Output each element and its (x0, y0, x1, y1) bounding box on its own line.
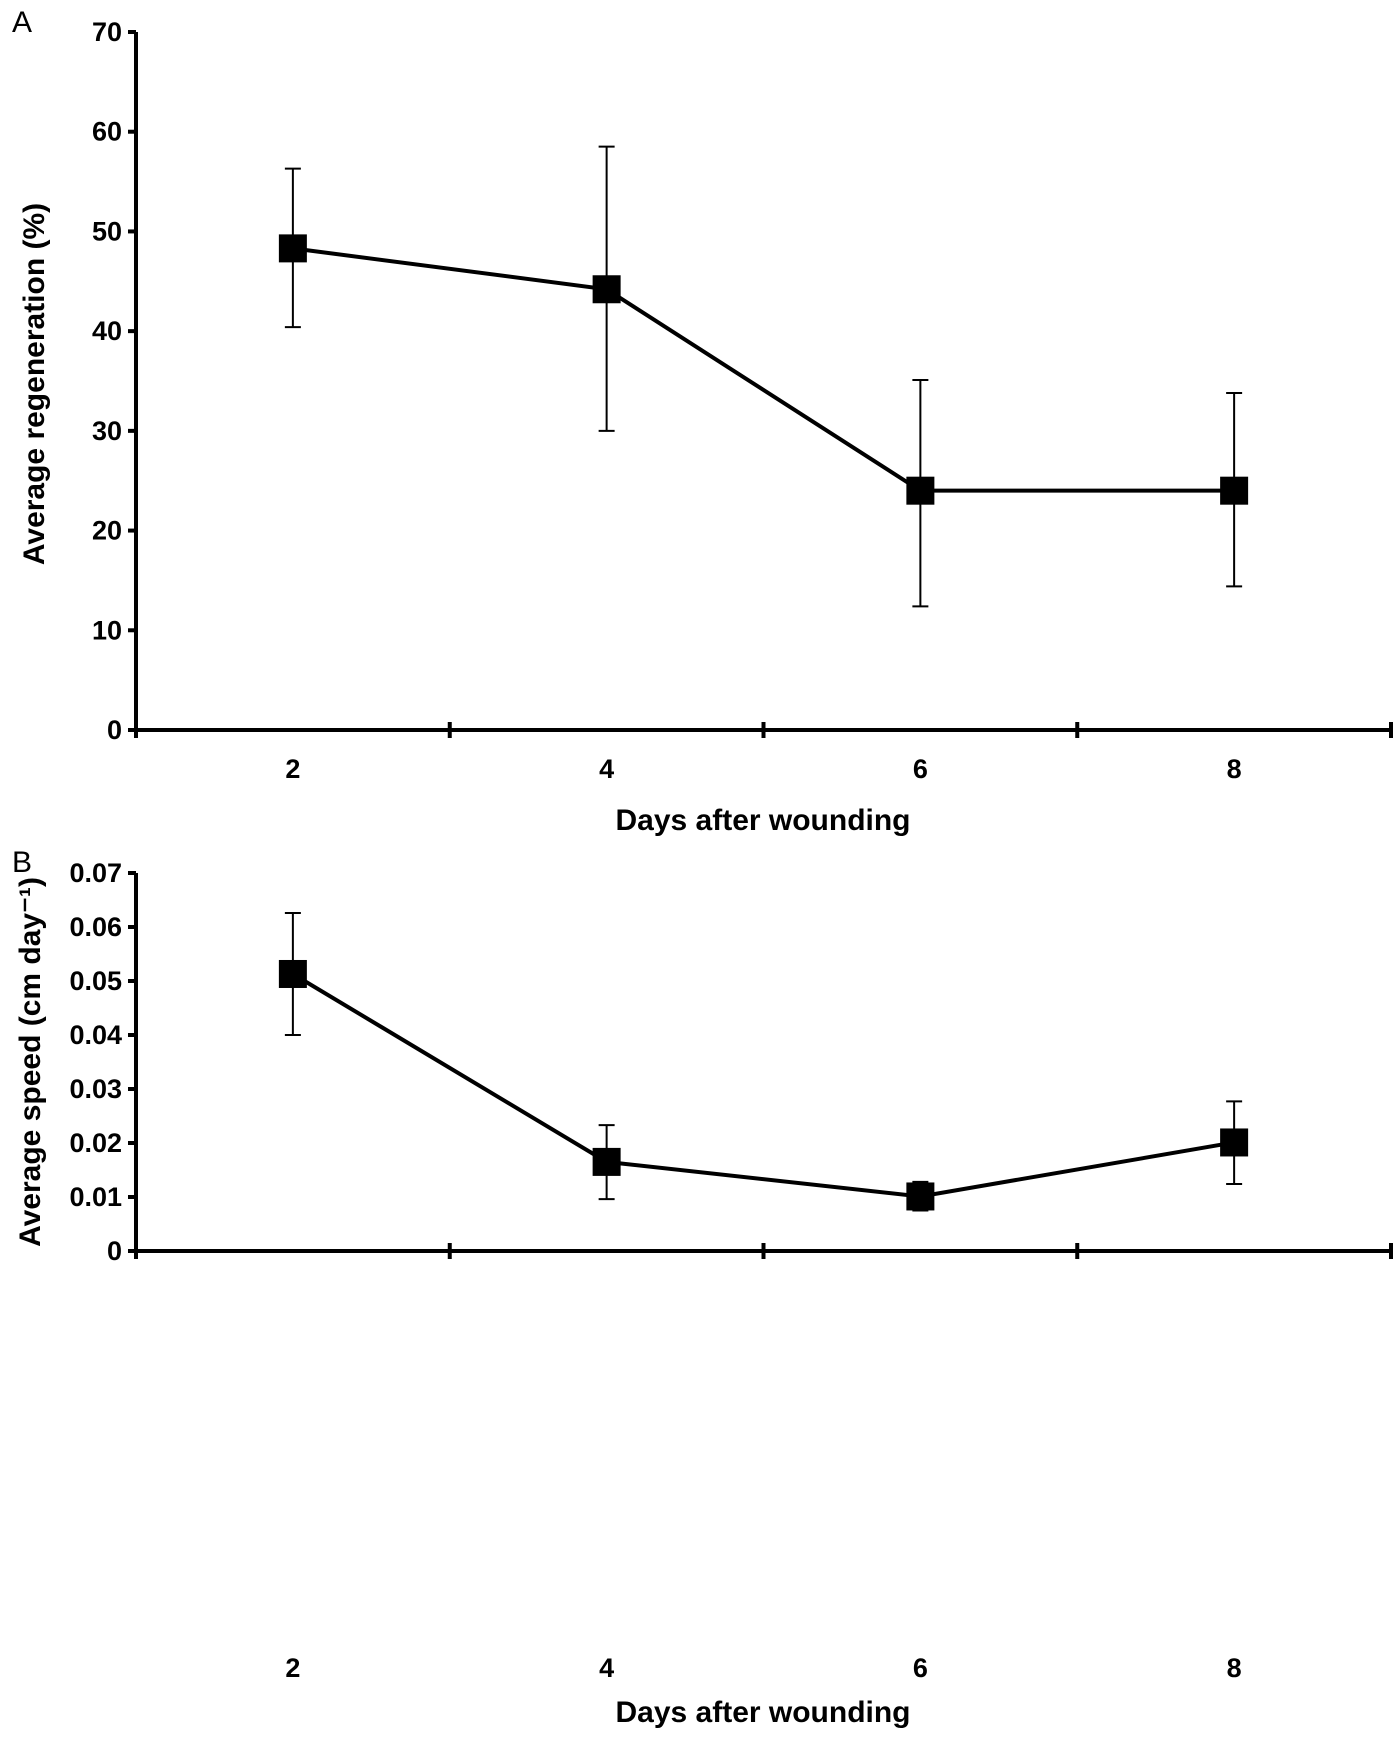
panel-a-x-tick-label: 2 (285, 754, 300, 784)
panel-a-y-tick-label: 50 (92, 216, 122, 246)
panel-b-x-tick-label: 4 (599, 1653, 614, 1683)
panel-b-data-point (592, 1147, 621, 1176)
panel-b-x-tick-label: 6 (913, 1653, 928, 1683)
panel-b-label: B (12, 846, 32, 879)
panel-a-x-tick-label: 6 (913, 754, 928, 784)
panel-b-y-tick-label: 0.01 (69, 1182, 122, 1212)
panel-b-data-point (1220, 1128, 1249, 1157)
panel-a-y-tick-label: 40 (92, 316, 122, 346)
panel-a-x-axis-label: Days after wounding (615, 804, 910, 837)
panel-b-data-point (278, 959, 307, 988)
panel-a-y-tick-label: 10 (92, 615, 122, 645)
panel-b-x-axis-label: Days after wounding (615, 1696, 910, 1729)
panel-a-y-tick-label: 60 (92, 117, 122, 147)
panel-a-series-line (292, 246, 1235, 493)
panel-a-y-tick-label: 20 (92, 516, 122, 546)
panel-a-y-tick-label: 30 (92, 416, 122, 446)
panel-a-x-tick-label: 4 (599, 754, 614, 784)
panel-b-y-tick-label: 0.06 (69, 912, 122, 942)
panel-b-y-tick-label: 0.04 (69, 1020, 122, 1050)
panel-b-chart: B Average speed (cm day⁻¹) Days after wo… (12, 846, 1393, 1729)
panel-a-data-point (592, 275, 621, 304)
panel-a-data-point (278, 234, 307, 263)
panel-a-y-tick-label: 70 (92, 17, 122, 47)
panel-a-data-point (906, 476, 935, 505)
panel-b-y-tick-label: 0 (107, 1236, 122, 1266)
panel-a-data-point (1220, 476, 1249, 505)
panel-b-y-axis-label: Average speed (cm day⁻¹) (14, 877, 47, 1247)
panel-b-y-tick-label: 0.02 (69, 1128, 122, 1158)
panel-a-y-axis-label: Average regeneration (%) (18, 203, 51, 565)
panel-b-y-tick-label: 0.07 (69, 858, 122, 888)
panel-a-y-tick-label: 0 (107, 715, 122, 745)
panel-b-y-tick-label: 0.03 (69, 1074, 122, 1104)
panel-b-y-tick-label: 0.05 (69, 966, 122, 996)
panel-b-series-line (291, 972, 1235, 1199)
panel-b-x-tick-label: 8 (1227, 1653, 1242, 1683)
panel-b-data-point (906, 1182, 935, 1211)
panel-a-chart: A Average regeneration (%) Days after wo… (12, 6, 1393, 837)
panel-a-label: A (12, 6, 32, 39)
panel-b-x-tick-label: 2 (285, 1653, 300, 1683)
panel-a-x-tick-label: 8 (1227, 754, 1242, 784)
